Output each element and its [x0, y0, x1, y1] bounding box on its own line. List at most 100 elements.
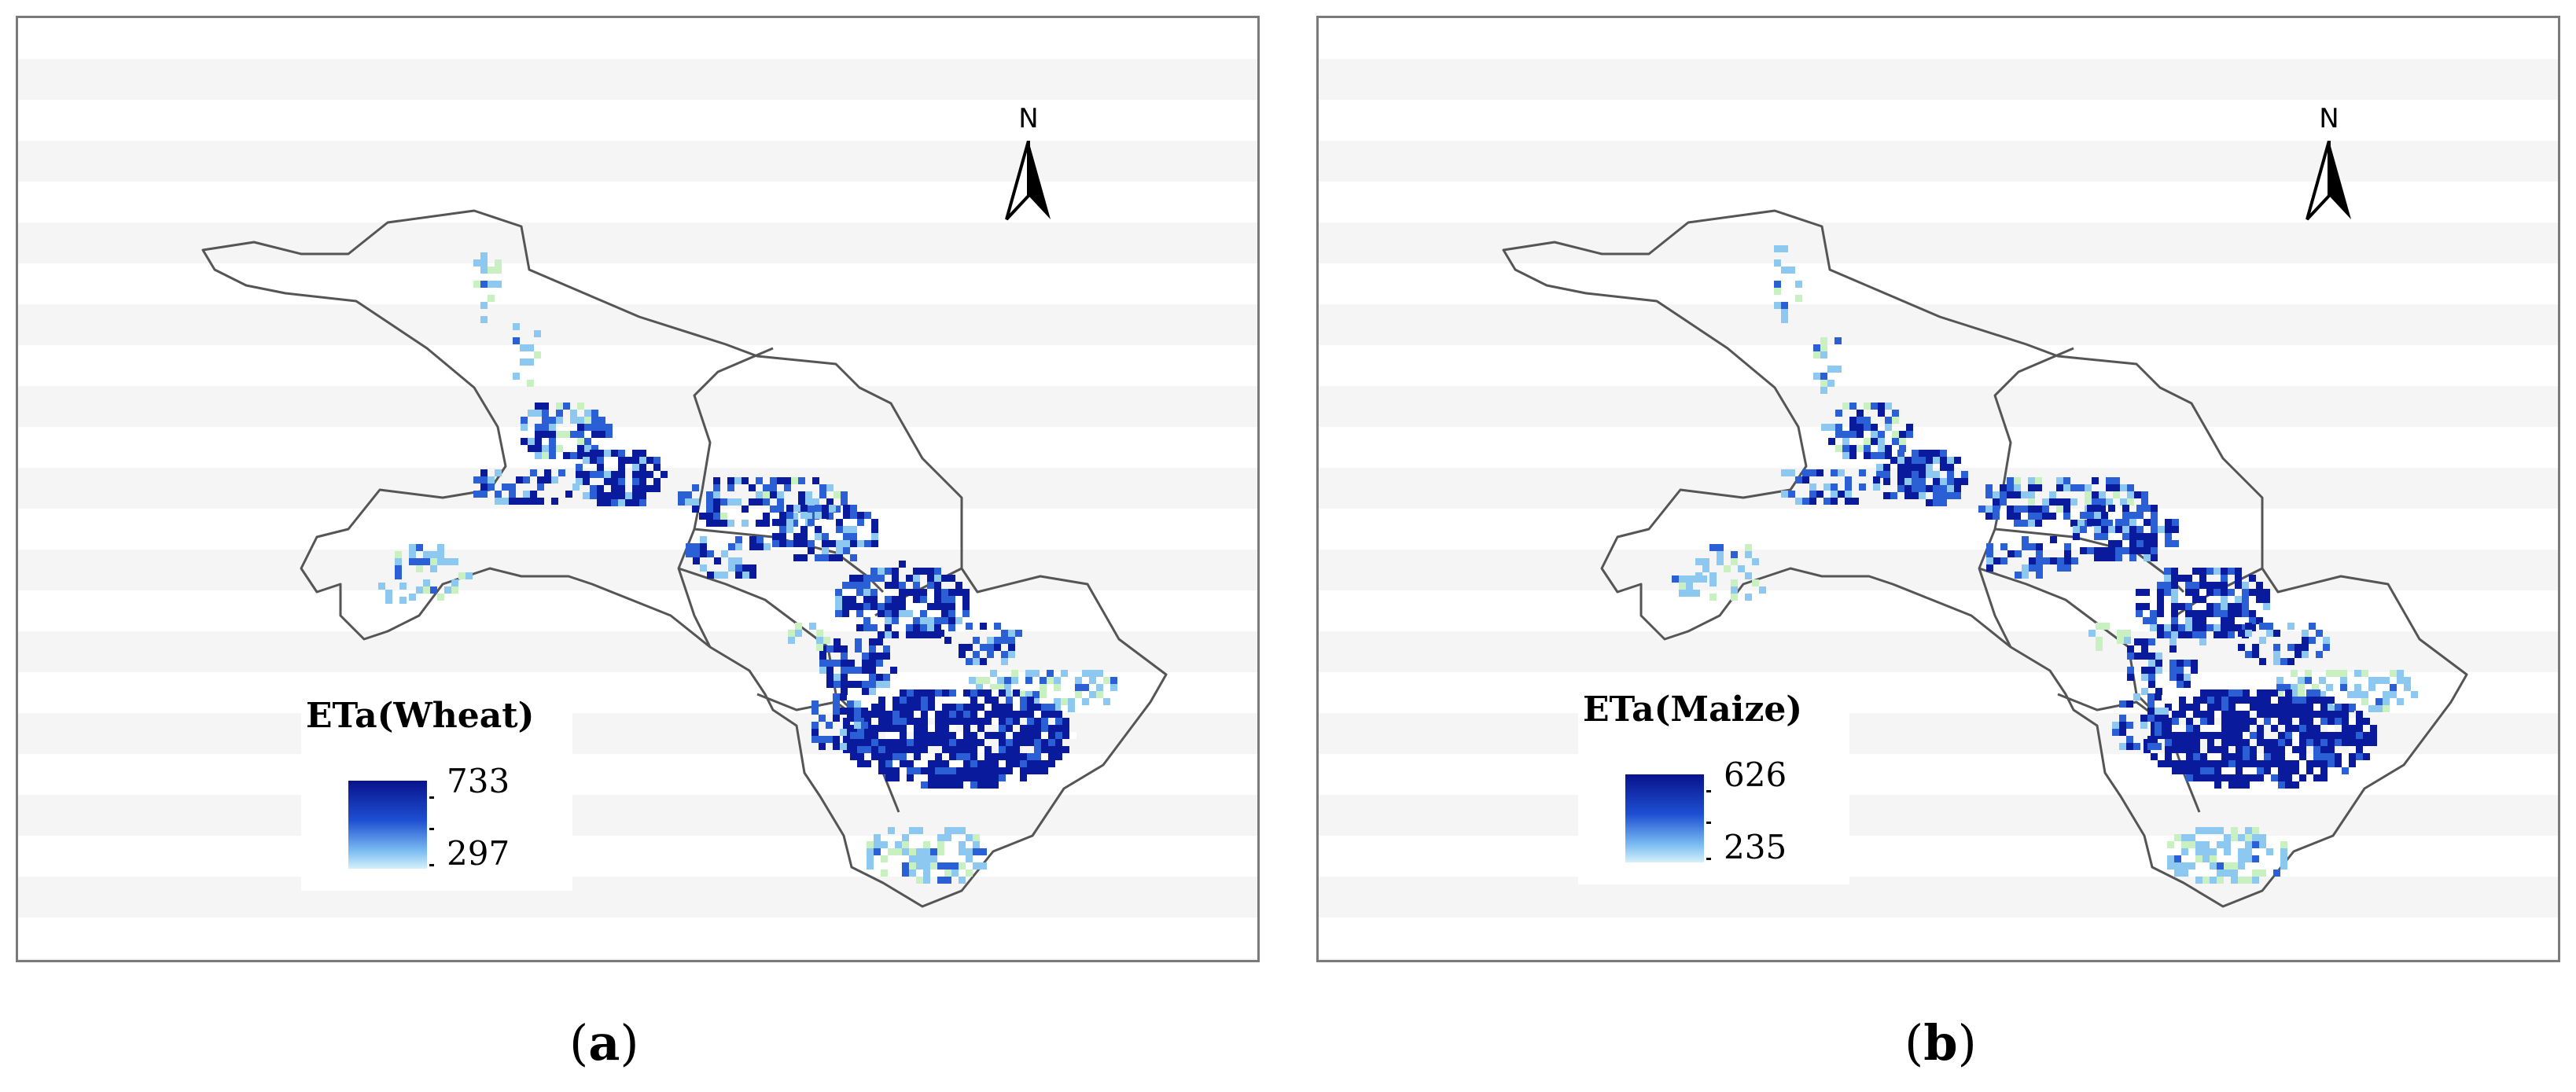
- raster-pixel: [2178, 575, 2185, 582]
- raster-pixel: [1034, 753, 1041, 760]
- raster-pixel: [2101, 519, 2108, 526]
- raster-pixel: [2287, 623, 2294, 630]
- raster-pixel: [2250, 732, 2257, 739]
- raster-pixel: [2207, 725, 2214, 732]
- raster-pixel: [678, 498, 685, 506]
- raster-pixel: [604, 478, 611, 485]
- raster-pixel: [2335, 739, 2342, 746]
- raster-pixel: [834, 674, 841, 681]
- raster-pixel: [1041, 711, 1048, 718]
- raster-pixel: [2285, 718, 2292, 725]
- raster-pixel: [2028, 520, 2035, 527]
- raster-pixel: [523, 491, 530, 498]
- raster-pixel: [913, 568, 920, 575]
- raster-pixel: [826, 681, 834, 688]
- raster-pixel: [618, 471, 625, 478]
- raster-pixel: [863, 589, 870, 596]
- raster-pixel: [848, 667, 855, 674]
- raster-pixel: [749, 572, 756, 579]
- raster-pixel: [861, 722, 868, 729]
- raster-pixel: [721, 550, 728, 557]
- raster-pixel: [2127, 674, 2134, 681]
- raster-pixel: [1897, 464, 1904, 471]
- raster-pixel: [2313, 753, 2320, 760]
- raster-pixel: [935, 760, 942, 767]
- raster-pixel: [1020, 711, 1027, 718]
- raster-pixel: [430, 586, 437, 594]
- raster-pixel: [2094, 533, 2101, 540]
- raster-pixel: [809, 623, 816, 630]
- raster-pixel: [1883, 492, 1890, 499]
- raster-pixel: [2181, 848, 2188, 855]
- raster-pixel: [1745, 544, 1752, 551]
- raster-pixel: [395, 551, 402, 558]
- raster-pixel: [618, 450, 625, 457]
- raster-pixel: [2217, 870, 2224, 877]
- raster-pixel: [822, 505, 829, 512]
- raster-pixel: [2285, 711, 2292, 718]
- raster-pixel: [902, 870, 909, 877]
- raster-pixel: [836, 519, 843, 526]
- raster-pixel: [535, 438, 542, 445]
- raster-pixel: [1006, 704, 1013, 711]
- raster-pixel: [2228, 760, 2236, 767]
- raster-pixel: [2171, 617, 2178, 624]
- raster-pixel: [686, 543, 693, 550]
- raster-pixel: [2147, 700, 2155, 708]
- raster-pixel: [632, 471, 639, 478]
- raster-pixel: [848, 681, 855, 688]
- raster-pixel: [793, 554, 800, 561]
- raster-pixel: [842, 610, 849, 617]
- raster-pixel: [2320, 774, 2328, 781]
- raster-pixel: [2172, 746, 2179, 753]
- raster-pixel: [2150, 617, 2157, 624]
- raster-pixel: [734, 498, 742, 506]
- raster-pixel: [1849, 424, 1857, 431]
- raster-pixel: [1061, 670, 1068, 677]
- raster-pixel: [618, 485, 625, 492]
- raster-pixel: [1954, 457, 1961, 464]
- raster-pixel: [1947, 471, 1954, 478]
- raster-pixel: [1041, 718, 1048, 725]
- raster-pixel: [999, 718, 1006, 725]
- raster-pixel: [779, 519, 786, 526]
- raster-pixel: [1820, 373, 1827, 380]
- raster-pixel: [1020, 732, 1027, 739]
- raster-pixel: [1041, 746, 1048, 753]
- raster-pixel: [2049, 513, 2056, 520]
- raster-pixel: [480, 483, 488, 491]
- raster-pixel: [2077, 520, 2085, 527]
- raster-pixel: [869, 674, 876, 681]
- raster-pixel: [2119, 715, 2126, 722]
- raster-pixel: [2014, 520, 2021, 527]
- raster-pixel: [502, 483, 509, 491]
- raster-pixel: [2238, 862, 2245, 870]
- raster-pixel: [2028, 477, 2035, 484]
- raster-pixel: [502, 498, 509, 505]
- raster-pixel: [653, 464, 661, 471]
- raster-pixel: [811, 722, 819, 729]
- raster-pixel: [892, 767, 900, 774]
- raster-pixel: [639, 471, 646, 478]
- raster-pixel: [2264, 774, 2271, 781]
- raster-pixel: [528, 438, 535, 445]
- raster-pixel: [2022, 536, 2029, 543]
- raster-pixel: [735, 543, 742, 550]
- raster-pixel: [1731, 551, 1738, 558]
- raster-pixel: [488, 267, 495, 274]
- raster-pixel: [2192, 624, 2199, 631]
- raster-pixel: [826, 498, 834, 506]
- raster-pixel: [2186, 767, 2193, 774]
- raster-pixel: [2115, 526, 2122, 533]
- raster-pixel: [444, 586, 451, 594]
- raster-pixel: [535, 410, 542, 417]
- raster-pixel: [1055, 718, 1062, 725]
- raster-pixel: [2263, 596, 2270, 603]
- raster-pixel: [948, 603, 955, 610]
- raster-pixel: [2186, 746, 2193, 753]
- raster-pixel: [1961, 471, 1968, 478]
- raster-pixel: [2129, 554, 2136, 561]
- raster-pixel: [2007, 513, 2014, 520]
- raster-pixel: [921, 746, 928, 753]
- raster-pixel: [1823, 498, 1831, 505]
